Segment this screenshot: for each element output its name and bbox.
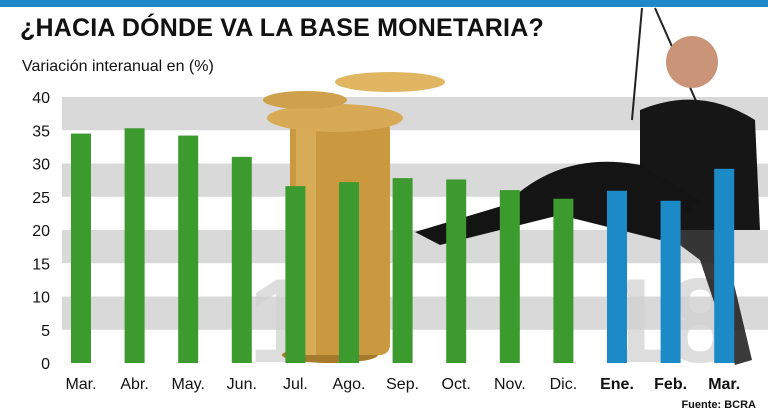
bar xyxy=(178,135,199,363)
bars xyxy=(71,128,735,363)
x-tick-label: Mar. xyxy=(65,376,96,393)
x-axis-ticks: Mar. Abr. May. Jun. Jul. Ago. Sep. Oct. Nov. Dic.… xyxy=(65,376,740,393)
bar xyxy=(553,198,574,363)
x-tick-label: Ago. xyxy=(333,376,366,393)
y-tick-label: 40 xyxy=(32,90,50,107)
y-tick-label: 10 xyxy=(32,290,50,307)
chart-title: ¿HACIA DÓNDE VA LA BASE MONETARIA? xyxy=(20,14,544,42)
bar xyxy=(607,190,627,363)
bar xyxy=(446,179,467,363)
y-tick-label: 5 xyxy=(41,323,50,340)
x-tick-label: Feb. xyxy=(654,376,687,393)
y-axis-label: Variación interanual en (%) xyxy=(22,58,214,75)
y-tick-label: 0 xyxy=(41,356,50,373)
x-tick-label: Oct. xyxy=(442,376,471,393)
x-tick-label: Dic. xyxy=(550,376,578,393)
y-axis-ticks: 0 5 10 15 20 25 30 35 40 xyxy=(32,90,50,373)
x-tick-label: Mar. xyxy=(708,376,740,393)
x-tick-label: Jun. xyxy=(227,376,257,393)
y-tick-label: 20 xyxy=(32,223,50,240)
x-tick-label: Jul. xyxy=(283,376,308,393)
bar xyxy=(285,186,306,363)
bar xyxy=(124,128,145,363)
x-tick-label: Nov. xyxy=(494,376,526,393)
y-tick-label: 30 xyxy=(32,157,50,174)
bar xyxy=(714,168,735,363)
bar xyxy=(339,182,359,363)
top-accent-bar xyxy=(0,0,768,7)
bar xyxy=(660,200,681,363)
bar xyxy=(71,133,91,363)
x-tick-label: Sep. xyxy=(386,376,419,393)
x-tick-label: Ene. xyxy=(600,376,634,393)
y-tick-label: 35 xyxy=(32,123,50,140)
y-tick-label: 15 xyxy=(32,256,50,273)
bar xyxy=(392,178,413,363)
bar xyxy=(499,190,520,363)
x-tick-label: May. xyxy=(171,376,204,393)
source-note: Fuente: BCRA xyxy=(681,399,756,411)
x-tick-label: Abr. xyxy=(120,376,148,393)
y-tick-label: 25 xyxy=(32,190,50,207)
bar xyxy=(231,156,252,363)
